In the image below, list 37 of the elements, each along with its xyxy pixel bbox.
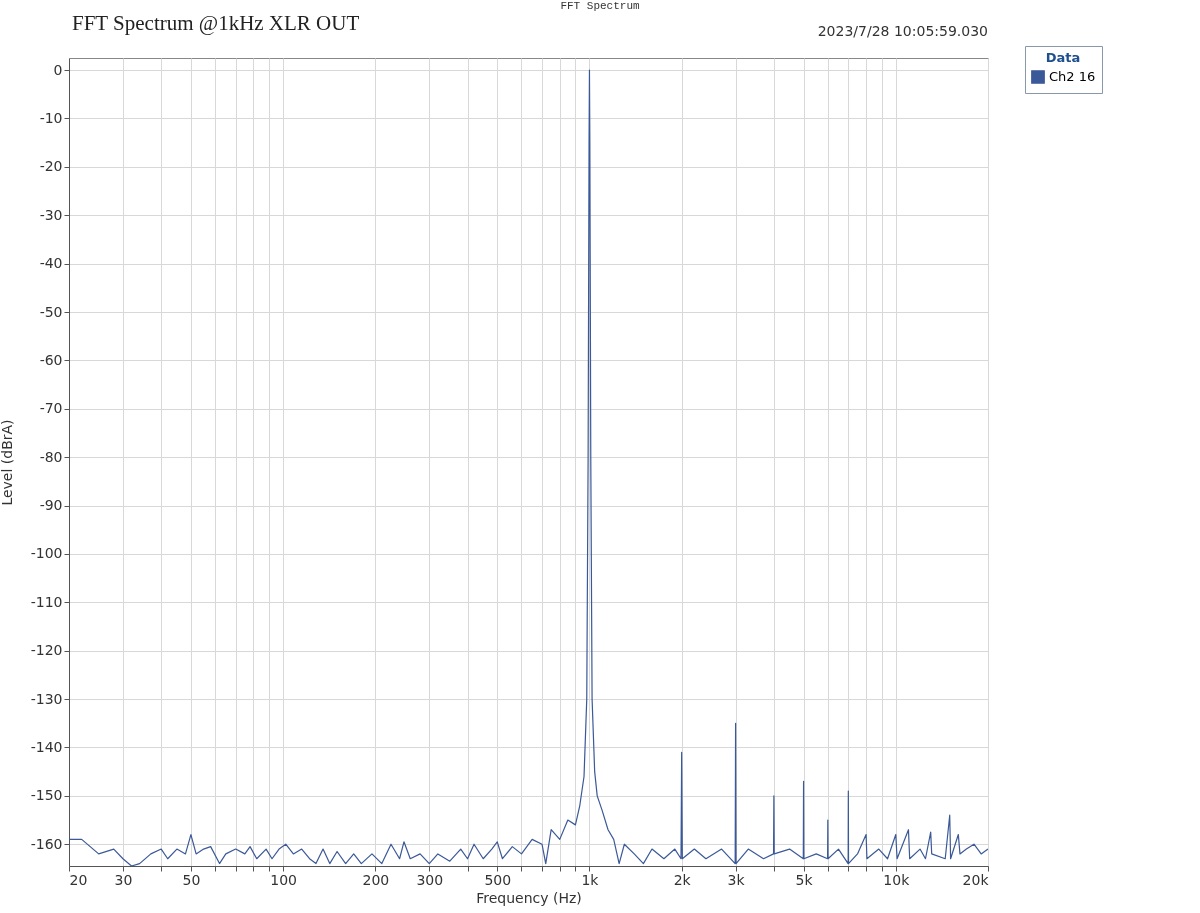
y-tick-label: -60 [39, 351, 63, 368]
x-axis-title: Frequency (Hz) [476, 889, 582, 906]
y-tick-label: -30 [39, 206, 63, 223]
y-tick-label: -160 [30, 835, 63, 852]
y-axis-title: Level (dBrA) [0, 419, 15, 506]
x-tick-label: 30 [114, 871, 133, 888]
x-tick-label: 100 [270, 871, 297, 888]
x-tick-label: 20k [962, 871, 990, 888]
legend-title: Data [1045, 50, 1081, 65]
y-tick-label: -90 [39, 497, 63, 514]
x-tick-label: 300 [416, 871, 444, 888]
chart-title: FFT Spectrum @1kHz XLR OUT [72, 11, 360, 35]
x-tick-label: 1k [581, 871, 600, 888]
y-tick-label: -120 [30, 642, 63, 659]
x-tick-label: 50 [182, 871, 201, 888]
x-tick-label: 5k [795, 871, 814, 888]
x-tick-label: 10k [883, 871, 911, 888]
y-tick-label: 0 [53, 61, 63, 78]
text: FFT Spectrum [560, 0, 640, 12]
y-tick-label: -150 [30, 787, 63, 804]
y-tick-label: -10 [39, 109, 63, 126]
y-tick-label: -140 [30, 738, 63, 755]
y-tick-label: -110 [30, 593, 63, 610]
y-tick-label: -40 [39, 255, 63, 272]
text: 2023/7/28 10:05:59.030 [817, 23, 988, 39]
y-tick-label: -20 [39, 158, 63, 175]
y-tick-label: -100 [30, 545, 63, 562]
legend-label: Ch2 16 [1049, 69, 1096, 84]
y-tick-label: -70 [39, 400, 63, 417]
x-tick-label: 2k [673, 871, 692, 888]
x-tick-label: 20 [69, 871, 88, 888]
y-tick-label: -130 [30, 690, 63, 707]
y-tick-label: -80 [39, 448, 63, 465]
x-tick-label: 500 [484, 871, 512, 888]
y-tick-label: -50 [39, 303, 63, 320]
x-tick-label: 3k [727, 871, 746, 888]
x-tick-label: 200 [362, 871, 390, 888]
